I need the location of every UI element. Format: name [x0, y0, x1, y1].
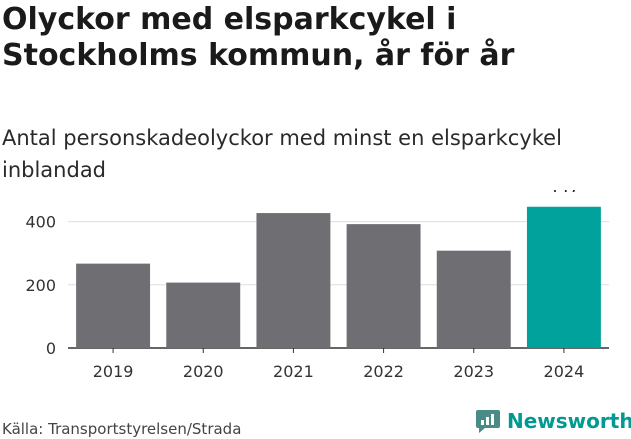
brand-name: Newsworthy — [507, 409, 631, 433]
brand-logo: Newsworthy — [475, 408, 631, 434]
chart-subtitle: Antal personskadeolyckor med minst en el… — [2, 126, 562, 182]
labels: 0 200 400 2019 2020 2021 2022 2023 2024 447 — [25, 190, 584, 381]
newsworthy-logo-icon — [476, 410, 500, 433]
x-tick-label: 2024 — [544, 362, 585, 381]
grid-lines — [68, 221, 609, 353]
y-tick-label: 400 — [25, 213, 56, 232]
bar-2021 — [256, 213, 331, 348]
bar-2022 — [346, 224, 421, 348]
source-note: Källa: Transportstyrelsen/Strada — [2, 420, 242, 438]
y-tick-label: 0 — [46, 339, 56, 358]
bar-2023 — [436, 250, 511, 348]
x-tick-label: 2019 — [93, 362, 134, 381]
bar-chart: 0 200 400 2019 2020 2021 2022 2023 2024 447 — [25, 190, 609, 381]
data-label: 447 — [548, 190, 580, 197]
bar-2019 — [76, 263, 151, 348]
x-tick-label: 2023 — [453, 362, 494, 381]
chart-title: Olyckor med elsparkcykel i Stockholms ko… — [2, 2, 515, 73]
y-tick-label: 200 — [25, 276, 56, 295]
bar-2024 — [526, 206, 601, 348]
x-tick-label: 2022 — [363, 362, 404, 381]
x-tick-label: 2021 — [273, 362, 314, 381]
x-tick-label: 2020 — [183, 362, 224, 381]
bar-2020 — [166, 282, 241, 348]
bars — [76, 206, 601, 348]
